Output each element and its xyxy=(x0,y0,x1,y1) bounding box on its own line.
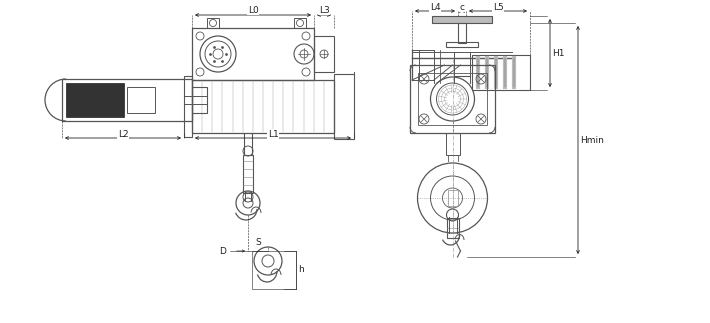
Bar xyxy=(66,83,124,117)
Bar xyxy=(184,76,192,137)
Bar xyxy=(252,251,296,289)
Text: L2: L2 xyxy=(118,130,129,139)
Text: L3: L3 xyxy=(319,5,329,15)
Bar xyxy=(432,16,492,23)
Bar xyxy=(446,42,478,47)
Text: h: h xyxy=(298,266,304,275)
Bar xyxy=(472,55,530,90)
Bar xyxy=(192,80,334,133)
Bar xyxy=(62,79,192,121)
Text: D: D xyxy=(219,246,226,255)
Text: L5: L5 xyxy=(493,3,503,12)
Bar xyxy=(140,101,148,109)
Bar xyxy=(207,18,219,28)
Bar xyxy=(447,190,457,206)
Bar xyxy=(127,87,155,113)
Text: Hmin: Hmin xyxy=(580,136,604,144)
Text: L4: L4 xyxy=(430,3,440,12)
Bar xyxy=(458,23,466,43)
Bar xyxy=(130,101,138,109)
Bar xyxy=(410,65,495,133)
Text: c: c xyxy=(459,3,464,12)
Bar xyxy=(447,218,459,238)
Text: H1: H1 xyxy=(552,48,564,57)
Bar xyxy=(445,133,459,155)
Bar xyxy=(192,28,314,80)
Text: L1: L1 xyxy=(268,130,278,139)
Bar xyxy=(192,87,207,113)
Bar xyxy=(243,155,253,193)
Bar xyxy=(314,36,334,72)
Text: S: S xyxy=(255,238,261,247)
Text: L0: L0 xyxy=(248,5,258,15)
Bar xyxy=(294,18,306,28)
Bar xyxy=(418,73,487,125)
Bar xyxy=(334,74,354,139)
